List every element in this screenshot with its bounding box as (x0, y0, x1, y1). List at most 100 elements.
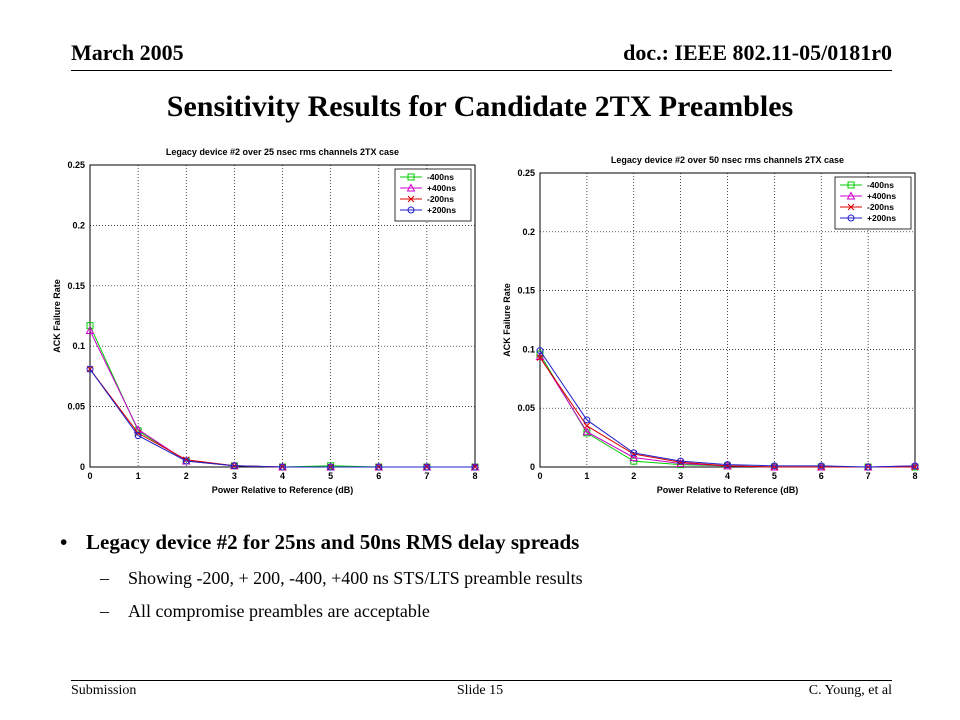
x-tick-label: 3 (232, 471, 237, 481)
bullet-glyph: • (60, 530, 68, 554)
legend-label: -200ns (427, 194, 454, 204)
y-tick-label: 0.15 (517, 286, 535, 296)
data-point (911, 462, 919, 470)
legend-label: +200ns (427, 205, 456, 215)
data-point (629, 453, 639, 462)
x-tick-label: 2 (631, 471, 636, 481)
legend-swatch-marker (407, 195, 415, 203)
x-tick-label: 5 (328, 471, 333, 481)
x-tick-label: 4 (280, 471, 285, 481)
chart-50ns: 0 1 2 3 4 5 6 7 8 0 0.05 0.1 0.15 0.2 0.25 Legacy devic… (490, 148, 930, 513)
chart-25ns: 0 1 2 3 4 5 6 7 8 0 0.05 0.1 0.15 0.2 0.25 Legacy devic… (40, 140, 480, 505)
series-line (539, 350, 916, 468)
legend-swatch-marker (407, 206, 415, 214)
y-tick-label: 0.25 (67, 160, 85, 170)
y-tick-label: 0.05 (517, 403, 535, 413)
x-axis-label: Power Relative to Reference (dB) (657, 485, 799, 495)
x-tick-label: 8 (912, 471, 917, 481)
legend-swatch-marker (847, 181, 855, 189)
bullet-main-text: Legacy device #2 for 25ns and 50ns RMS d… (86, 530, 580, 554)
x-axis-label: Power Relative to Reference (dB) (212, 485, 354, 495)
legend-label: +400ns (867, 191, 896, 201)
x-tick-label: 3 (678, 471, 683, 481)
data-point (724, 461, 731, 469)
y-axis-label: ACK Failure Rate (502, 283, 512, 357)
data-point (279, 463, 286, 471)
x-tick-label: 5 (772, 471, 777, 481)
data-point (724, 462, 731, 470)
footer-slide-number: Slide 15 (456, 683, 504, 698)
data-point (423, 463, 431, 471)
data-point (630, 457, 638, 465)
series-line (89, 368, 475, 468)
data-point (85, 325, 95, 334)
bullet-main: • Legacy device #2 for 25ns and 50ns RMS … (60, 530, 579, 555)
data-point (327, 463, 335, 471)
x-tick-label: 0 (537, 471, 542, 481)
x-tick-label: 4 (725, 471, 730, 481)
legend-swatch-marker (847, 214, 855, 222)
legend-label: -400ns (427, 172, 454, 182)
footer-divider (71, 680, 892, 681)
data-point (134, 432, 142, 440)
y-tick-label: 0.05 (67, 402, 85, 412)
data-point (911, 463, 919, 471)
header-divider (71, 70, 892, 71)
y-tick-label: 0.25 (517, 168, 535, 178)
data-point (817, 462, 825, 470)
footer-author: C. Young, et al (808, 683, 892, 698)
legend-label: -200ns (867, 202, 894, 212)
data-point (134, 429, 142, 437)
dash-glyph: – (100, 568, 109, 588)
x-tick-label: 2 (184, 471, 189, 481)
x-tick-label: 1 (136, 471, 141, 481)
data-point (536, 354, 544, 361)
legend-swatch-marker (847, 203, 855, 211)
footer-submission: Submission (71, 683, 137, 698)
y-tick-label: 0.1 (72, 341, 85, 351)
legend: -400ns+400ns-200ns+200ns (394, 168, 472, 222)
x-tick-label: 6 (376, 471, 381, 481)
slide-title: Sensitivity Results for Candidate 2TX Pr… (166, 90, 794, 123)
series-+200ns (536, 347, 919, 471)
data-point (375, 463, 383, 471)
y-tick-label: 0.2 (522, 227, 535, 237)
x-tick-label: 1 (584, 471, 589, 481)
data-point (817, 463, 825, 471)
line-chart-svg: 0 1 2 3 4 5 6 7 8 0 0.05 0.1 0.15 0.2 0.25 Legacy devic… (502, 155, 920, 495)
x-tick-label: 6 (819, 471, 824, 481)
data-point (536, 347, 544, 355)
data-point (182, 456, 190, 464)
data-point (582, 427, 592, 436)
y-tick-label: 0 (530, 462, 535, 472)
x-tick-label: 0 (87, 471, 92, 481)
data-point (771, 463, 778, 471)
data-point (182, 457, 190, 465)
legend-swatch-marker (406, 183, 416, 192)
line-chart-svg: 0 1 2 3 4 5 6 7 8 0 0.05 0.1 0.15 0.2 0.25 Legacy devic… (52, 147, 480, 495)
legend-label: -400ns (867, 180, 894, 190)
chart-title: Legacy device #2 over 25 nsec rms channe… (166, 147, 399, 157)
y-tick-label: 0.15 (67, 281, 85, 291)
data-point (583, 416, 591, 424)
data-point (583, 422, 591, 430)
bullet-sub-2: – All compromise preambles are acceptable (100, 601, 430, 622)
bullet-sub-1: – Showing -200, + 200, -400, +400 ns STS/… (100, 568, 583, 589)
legend-swatch-marker (846, 191, 856, 200)
dash-glyph: – (100, 601, 109, 621)
y-tick-label: 0 (80, 462, 85, 472)
y-tick-label: 0.1 (522, 344, 535, 354)
data-point (864, 463, 872, 471)
data-point (471, 463, 479, 471)
x-tick-label: 8 (472, 471, 477, 481)
y-axis-label: ACK Failure Rate (52, 279, 62, 353)
data-point (677, 457, 685, 465)
data-point (770, 462, 778, 470)
header-date: March 2005 (71, 40, 184, 65)
header-doc-id: doc.: IEEE 802.11-05/0181r0 (623, 40, 892, 65)
legend-label: +400ns (427, 183, 456, 193)
bullet-sub-2-text: All compromise preambles are acceptable (128, 601, 430, 621)
data-point (230, 462, 238, 470)
legend: -400ns+400ns-200ns+200ns (834, 176, 912, 230)
y-tick-label: 0.2 (72, 220, 85, 230)
